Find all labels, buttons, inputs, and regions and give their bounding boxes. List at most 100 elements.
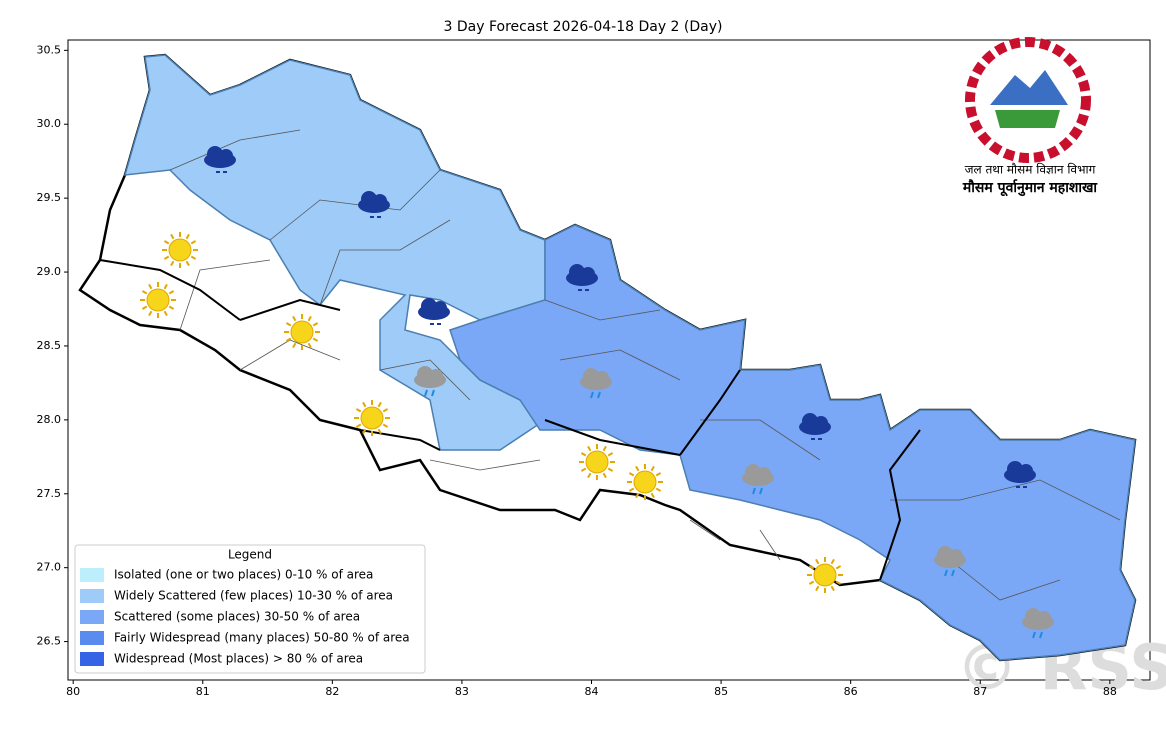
cloud [1037, 611, 1051, 625]
sun-ray [285, 337, 292, 342]
legend-box [74, 544, 426, 674]
sun-disc [360, 406, 384, 430]
sun-ray [830, 558, 835, 565]
x-tick-label: 81 [196, 685, 210, 698]
y-tick-label: 30.0 [37, 117, 62, 130]
sun-ray [163, 310, 168, 317]
cloud [429, 369, 443, 383]
y-tick-label: 29.5 [37, 191, 62, 204]
sun-ray [377, 401, 382, 408]
legend-label: Scattered (some places) 30-50 % of area [114, 610, 360, 624]
snow-icon [566, 264, 598, 291]
legend: Legend Isolated (one or two places) 0-10… [74, 544, 426, 674]
cloud [1025, 608, 1041, 624]
sun-ray [141, 290, 148, 295]
cloud [802, 413, 818, 429]
sun-ray [587, 445, 592, 452]
sun-ray [362, 401, 367, 408]
sun-ray [808, 580, 815, 585]
y-tick-label: 29.0 [37, 265, 62, 278]
sun-ray [170, 260, 175, 267]
cloud [433, 301, 447, 315]
sun-ray [580, 452, 587, 457]
x-tick-label: 88 [1103, 685, 1117, 698]
raindrop [424, 389, 435, 397]
raindrop [590, 391, 601, 399]
rain-icon [742, 464, 774, 495]
x-tick-label: 87 [973, 685, 987, 698]
rain-icon [1022, 608, 1054, 639]
legend-title: Legend [228, 548, 272, 562]
snow-icon [1004, 461, 1036, 488]
snow-icon [358, 191, 390, 218]
cloud [745, 464, 761, 480]
sun-ray [312, 322, 319, 327]
cloud [814, 416, 828, 430]
y-tick-label: 27.5 [37, 487, 62, 500]
sun-icon [807, 557, 843, 593]
logo-land [995, 110, 1060, 128]
sun-ray [587, 472, 592, 479]
sun-ray [355, 423, 362, 428]
sun-disc [813, 563, 837, 587]
snow-icon [204, 146, 236, 173]
sun-ray [307, 342, 312, 349]
cloud [757, 467, 771, 481]
sun-disc [146, 288, 170, 312]
sun-ray [650, 465, 655, 472]
logo: जल तथा मौसम विज्ञान विभाग मौसम पूर्वानुम… [962, 37, 1098, 197]
legend-swatch [80, 589, 104, 603]
province-boundaries [99, 259, 921, 581]
cloud [581, 267, 595, 281]
snow-icon [799, 413, 831, 440]
sun-ray [607, 452, 614, 457]
sun-ray [185, 233, 190, 240]
sun-ray [635, 465, 640, 472]
sun-icon [354, 400, 390, 436]
sun-icon [140, 282, 176, 318]
logo-wreath [965, 37, 1091, 163]
sun-ray [628, 487, 635, 492]
raindrop [944, 569, 955, 577]
legend-label: Isolated (one or two places) 0-10 % of a… [114, 568, 373, 582]
legend-swatch [80, 568, 104, 582]
legend-label: Widely Scattered (few places) 10-30 % of… [114, 589, 393, 603]
x-tick-label: 85 [714, 685, 728, 698]
cloud [219, 149, 233, 163]
y-tick-label: 28.0 [37, 413, 62, 426]
rain-icon [414, 366, 446, 397]
region-scattered [449, 224, 1136, 661]
rain-icon [934, 546, 966, 577]
sun-ray [382, 423, 389, 428]
cloud [417, 366, 433, 382]
sun-ray [815, 585, 820, 592]
sun-ray [312, 337, 319, 342]
sun-ray [307, 315, 312, 322]
cloud [361, 191, 377, 207]
sun-ray [650, 492, 655, 499]
sun-ray [602, 445, 607, 452]
cloud [583, 368, 599, 384]
cloud [949, 549, 963, 563]
sun-icon [579, 444, 615, 480]
sun-ray [292, 342, 297, 349]
sun-ray [190, 240, 197, 245]
sun-ray [163, 240, 170, 245]
cloud [421, 298, 437, 314]
sun-ray [655, 487, 662, 492]
sun-ray [285, 322, 292, 327]
raindrop [752, 487, 763, 495]
legend-label: Widespread (Most places) > 80 % of area [114, 652, 363, 666]
legend-swatch [80, 631, 104, 645]
legend-label: Fairly Widespread (many places) 50-80 % … [114, 631, 410, 645]
sun-ray [292, 315, 297, 322]
sun-ray [163, 283, 168, 290]
cloud [373, 194, 387, 208]
y-tick-label: 26.5 [37, 635, 62, 648]
sun-ray [835, 580, 842, 585]
sun-ray [808, 565, 815, 570]
sun-ray [815, 558, 820, 565]
cloud [595, 371, 609, 385]
